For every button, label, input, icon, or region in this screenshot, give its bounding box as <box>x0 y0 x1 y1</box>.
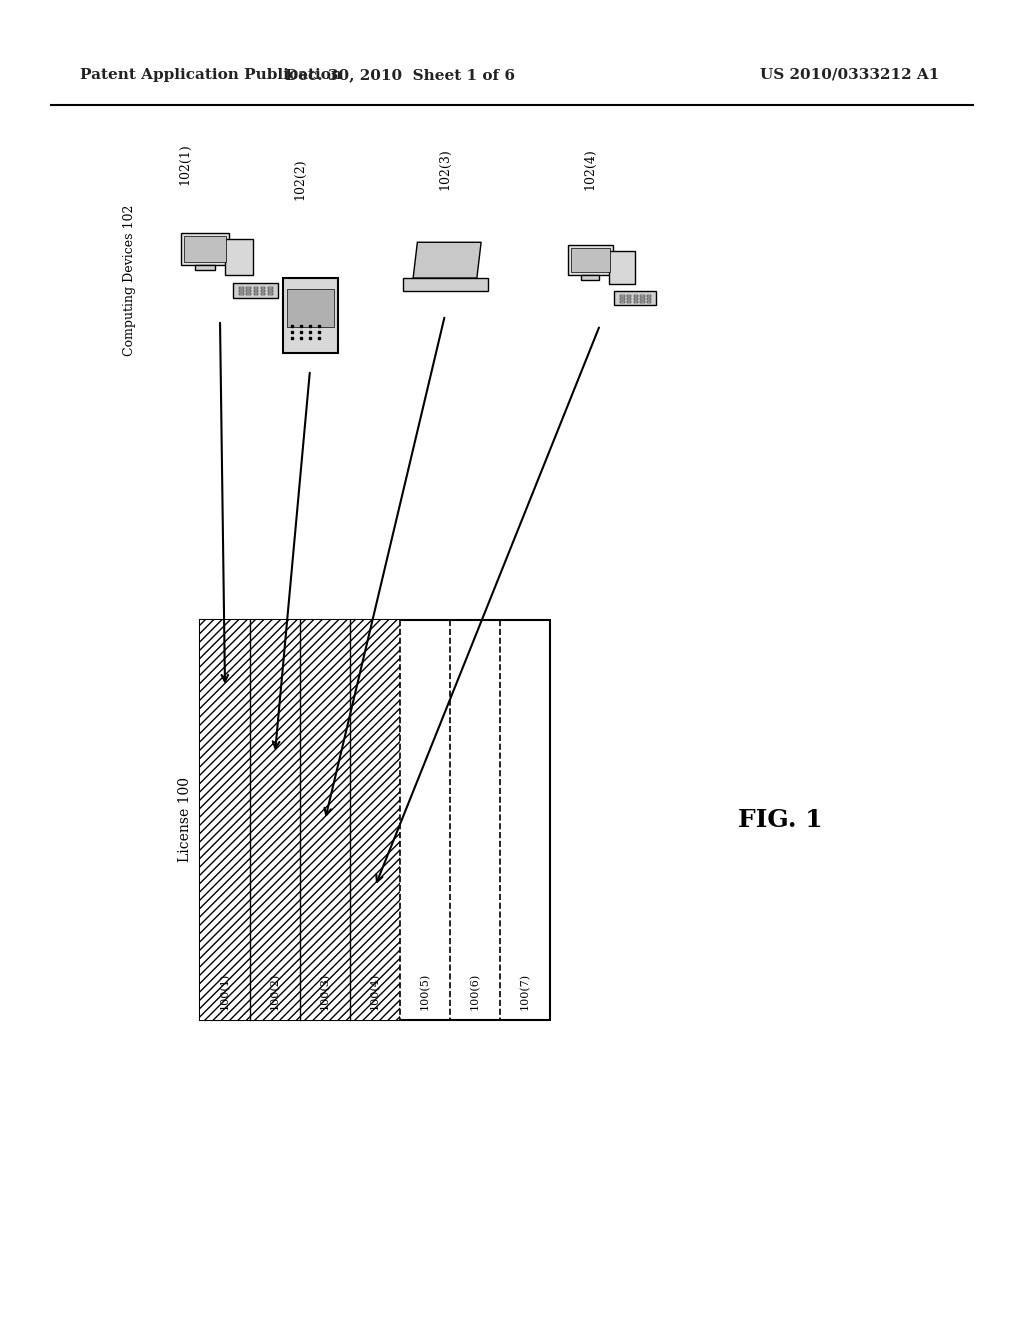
Bar <box>261 293 265 296</box>
Text: 100(6): 100(6) <box>470 973 480 1010</box>
Text: 102(2): 102(2) <box>294 158 306 201</box>
Bar <box>261 286 265 289</box>
Bar <box>247 286 251 289</box>
Text: 102(1): 102(1) <box>178 144 191 185</box>
Bar <box>647 301 651 304</box>
Bar <box>268 290 272 293</box>
Text: 100(7): 100(7) <box>520 973 530 1010</box>
Bar <box>647 298 651 300</box>
Text: 100(1): 100(1) <box>220 973 230 1010</box>
Bar <box>247 293 251 296</box>
Bar <box>608 251 635 284</box>
Bar <box>647 296 651 297</box>
Bar <box>254 290 258 293</box>
Bar <box>225 239 253 275</box>
Bar <box>196 265 215 271</box>
Bar <box>570 248 609 272</box>
Text: License 100: License 100 <box>178 777 193 862</box>
Bar <box>268 286 272 289</box>
Bar <box>283 277 338 352</box>
Bar <box>634 296 638 297</box>
Bar <box>250 620 300 1020</box>
Bar <box>567 246 612 275</box>
Bar <box>350 620 400 1020</box>
Bar <box>640 301 645 304</box>
Bar <box>184 235 226 261</box>
Bar <box>634 298 638 300</box>
Text: Computing Devices 102: Computing Devices 102 <box>124 205 136 355</box>
Bar <box>254 286 258 289</box>
Text: 102(4): 102(4) <box>584 148 597 190</box>
Bar <box>581 275 599 280</box>
Text: 100(4): 100(4) <box>370 973 380 1010</box>
Bar <box>614 290 656 305</box>
Bar <box>627 301 631 304</box>
Bar <box>621 296 625 297</box>
Bar <box>634 301 638 304</box>
Text: 102(3): 102(3) <box>438 148 452 190</box>
Bar <box>627 298 631 300</box>
Bar <box>254 293 258 296</box>
Bar <box>232 282 278 297</box>
Bar <box>200 620 550 1020</box>
Bar <box>247 290 251 293</box>
Bar <box>300 620 350 1020</box>
Bar <box>268 293 272 296</box>
Bar <box>621 298 625 300</box>
Bar <box>240 290 244 293</box>
Text: 100(3): 100(3) <box>319 973 330 1010</box>
Bar <box>640 296 645 297</box>
Bar <box>240 286 244 289</box>
Bar <box>200 620 250 1020</box>
Bar <box>287 289 334 326</box>
Bar <box>640 298 645 300</box>
Text: 100(2): 100(2) <box>270 973 281 1010</box>
Bar <box>181 232 229 265</box>
Text: 100(5): 100(5) <box>420 973 430 1010</box>
Polygon shape <box>413 243 481 279</box>
Text: US 2010/0333212 A1: US 2010/0333212 A1 <box>760 69 940 82</box>
Bar <box>240 293 244 296</box>
Text: FIG. 1: FIG. 1 <box>737 808 822 832</box>
Bar <box>402 279 487 290</box>
Text: Dec. 30, 2010  Sheet 1 of 6: Dec. 30, 2010 Sheet 1 of 6 <box>285 69 515 82</box>
Bar <box>627 296 631 297</box>
Bar <box>621 301 625 304</box>
Bar <box>261 290 265 293</box>
Text: Patent Application Publication: Patent Application Publication <box>80 69 342 82</box>
